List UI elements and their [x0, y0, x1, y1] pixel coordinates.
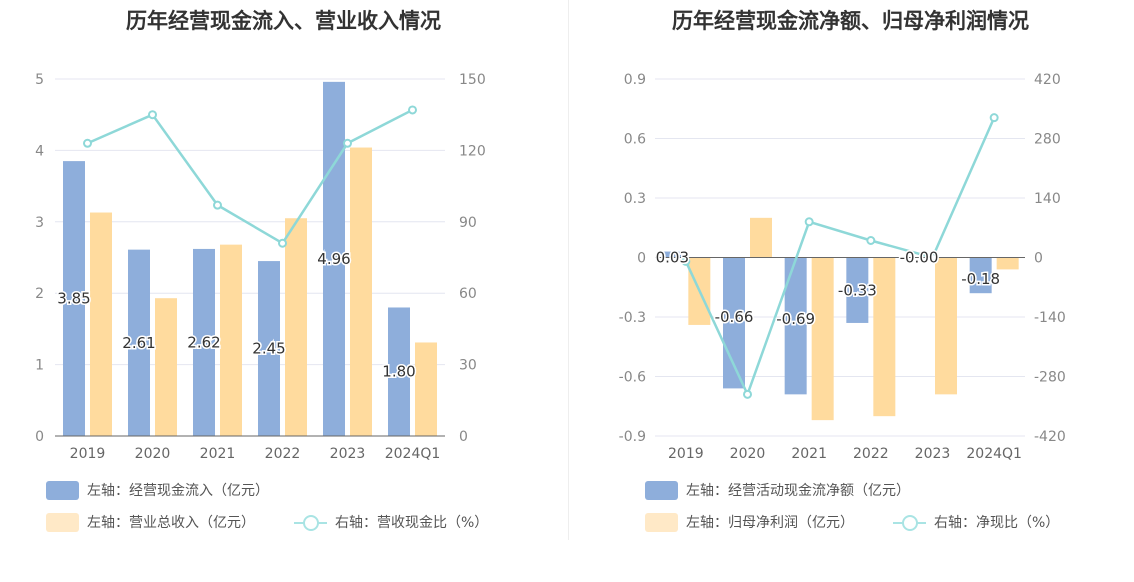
category-label: 2023 [915, 446, 951, 462]
bar-secondary [90, 212, 112, 436]
left-axis-tick-label: 3 [35, 215, 44, 231]
bar-primary [784, 257, 807, 395]
bar-secondary [285, 218, 307, 436]
line-point [343, 138, 352, 148]
right-axis-tick-label: 0 [1034, 251, 1043, 267]
bar-secondary [873, 257, 896, 417]
right-axis-tick-label: 60 [459, 286, 477, 302]
bar-secondary [811, 257, 834, 421]
left-axis-tick-label: 0 [35, 429, 44, 445]
left-axis-tick-label: -0.6 [619, 370, 646, 386]
data-label: -0.69 [776, 310, 815, 328]
left-axis-tick-label: 0.3 [624, 191, 646, 207]
line-point [928, 253, 937, 262]
right-axis-tick-label: -420 [1034, 429, 1066, 445]
right-axis-tick-label: 140 [1034, 191, 1061, 207]
right-axis-tick-label: 90 [459, 215, 477, 231]
line-point [83, 138, 92, 148]
line-point [148, 110, 157, 120]
left-axis-tick-label: 0.6 [624, 132, 646, 148]
category-label: 2021 [200, 446, 236, 462]
bar-primary [258, 261, 280, 436]
bar-primary [846, 257, 869, 323]
left-axis-tick-label: -0.9 [619, 429, 646, 445]
net-cash-flow-profit-chart: -0.9 -420 -0.6 -280 -0.3 -140 0 0 0.3 140 0.6 280 0.… [619, 72, 1066, 462]
right-axis-tick-label: 30 [459, 358, 477, 374]
category-label: 2021 [791, 446, 827, 462]
category-label: 2020 [730, 446, 766, 462]
right-axis-tick-label: 420 [1034, 72, 1061, 88]
right-axis-tick-label: 280 [1034, 132, 1061, 148]
data-label: -0.66 [715, 308, 754, 326]
category-label: 2024Q1 [966, 446, 1022, 462]
category-label: 2022 [853, 446, 889, 462]
left-axis-tick-label: 0.9 [624, 72, 646, 88]
line-point [989, 113, 999, 123]
bar-secondary [750, 217, 772, 258]
category-label: 2019 [70, 446, 106, 462]
left-axis-tick-label: -0.3 [619, 310, 646, 326]
bar-primary [128, 249, 150, 436]
bar-secondary [155, 298, 177, 436]
category-label: 2020 [135, 446, 171, 462]
data-label: -0.33 [838, 282, 877, 300]
data-label: 2.45 [252, 340, 285, 358]
category-label: 2024Q1 [385, 446, 441, 462]
cash-inflow-revenue-chart-panel: 历年经营现金流入、营业收入情况 0 0 1 30 2 60 3 90 4 120 5 150 2019 2… [35, 9, 488, 532]
left-axis-tick-label: 4 [35, 143, 44, 159]
data-label: -0.18 [961, 270, 1000, 288]
data-label: 1.80 [382, 363, 415, 381]
right-axis-tick-label: -280 [1034, 370, 1066, 386]
right-axis-tick-label: 0 [459, 429, 468, 445]
line-point [408, 105, 417, 115]
data-label: 0.03 [656, 249, 689, 267]
bar-secondary [935, 257, 957, 395]
right-axis-tick-label: 150 [459, 72, 486, 88]
right-axis-tick-label: 120 [459, 143, 486, 159]
left-axis-tick-label: 5 [35, 72, 44, 88]
line-point [213, 200, 222, 210]
ratio-line [684, 117, 996, 398]
bar-secondary [996, 257, 1019, 270]
data-label: 2.62 [187, 333, 220, 351]
data-label: 4.96 [317, 250, 350, 268]
data-label: -0.00 [900, 249, 939, 267]
category-label: 2019 [668, 446, 704, 462]
cash-inflow-revenue-chart: 0 0 1 30 2 60 3 90 4 120 5 150 2019 2020 2021 2022 2023 2… [35, 72, 486, 462]
line-point [743, 389, 752, 399]
left-axis-tick-label: 2 [35, 286, 44, 302]
category-label: 2023 [330, 446, 366, 462]
bar-primary [388, 307, 410, 436]
bar-secondary [415, 342, 437, 436]
panel-divider [568, 0, 569, 540]
data-label: 3.85 [57, 290, 90, 308]
line-point [681, 256, 691, 266]
line-point [804, 217, 814, 227]
bar-primary [969, 257, 992, 294]
data-label: 2.61 [122, 334, 155, 352]
chart-title: 历年经营现金流入、营业收入情况 [126, 9, 441, 33]
net-cash-flow-profit-chart-panel: 历年经营现金流净额、归母净利润情况 -0.9 -420 -0.6 -280 -0.3 -1… [567, 0, 1134, 582]
bar-primary [63, 161, 85, 437]
ratio-line [86, 108, 414, 245]
line-point [278, 238, 287, 248]
line-point [866, 236, 876, 245]
left-axis-tick-label: 0 [637, 251, 646, 267]
left-axis-tick-label: 1 [35, 358, 44, 374]
chart-title: 历年经营现金流净额、归母净利润情况 [672, 9, 1029, 33]
bar-primary [193, 248, 215, 436]
bar-primary [661, 251, 684, 258]
right-axis-tick-label: -140 [1034, 310, 1066, 326]
category-label: 2022 [265, 446, 301, 462]
bar-secondary [220, 244, 242, 436]
bar-secondary [350, 147, 372, 436]
